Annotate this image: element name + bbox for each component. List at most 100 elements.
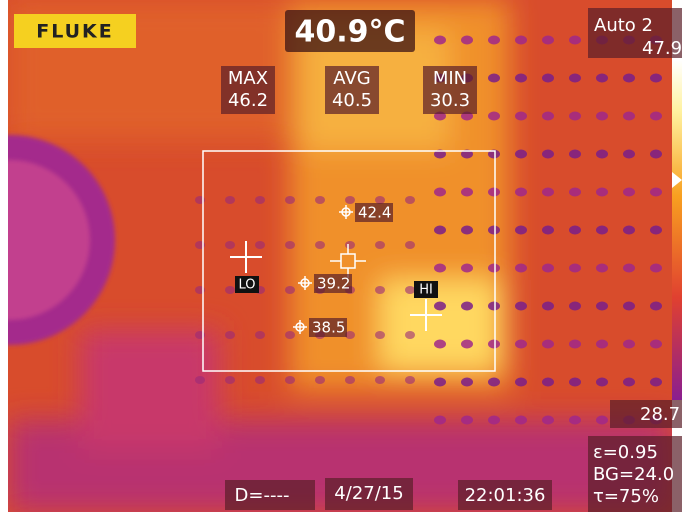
component-dot bbox=[623, 225, 635, 235]
component-dot bbox=[434, 415, 446, 425]
component-dot bbox=[225, 331, 235, 339]
component-dot bbox=[315, 196, 325, 204]
component-dot bbox=[542, 339, 554, 349]
component-dot bbox=[515, 301, 527, 311]
palette-min: 28.7 bbox=[640, 404, 680, 425]
component-dot bbox=[542, 415, 554, 425]
logo-box bbox=[14, 14, 136, 48]
component-dot bbox=[345, 376, 355, 384]
component-dot bbox=[405, 376, 415, 384]
component-dot bbox=[255, 196, 265, 204]
component-dot bbox=[434, 377, 446, 387]
distance-box bbox=[225, 480, 315, 510]
palette-pointer bbox=[672, 172, 682, 188]
component-dot bbox=[225, 376, 235, 384]
component-dot bbox=[569, 111, 581, 121]
marker-box bbox=[314, 274, 352, 293]
component-dot bbox=[488, 415, 500, 425]
component-dot bbox=[542, 35, 554, 45]
component-dot bbox=[542, 149, 554, 159]
transmission: τ=75% bbox=[593, 486, 659, 507]
marker-value: 38.5 bbox=[312, 319, 345, 337]
component-dot bbox=[285, 241, 295, 249]
palette-min-box bbox=[610, 400, 682, 428]
component-dot bbox=[255, 331, 265, 339]
component-dot bbox=[596, 301, 608, 311]
component-dot bbox=[596, 225, 608, 235]
component-dot bbox=[315, 241, 325, 249]
component-dot bbox=[488, 263, 500, 273]
component-dot bbox=[461, 339, 473, 349]
emissivity: ε=0.95 bbox=[593, 442, 658, 463]
stat-value: 40.5 bbox=[332, 90, 372, 111]
component-dot bbox=[488, 377, 500, 387]
component-dot bbox=[255, 241, 265, 249]
component-dot bbox=[569, 377, 581, 387]
component-dot bbox=[650, 225, 662, 235]
logo: FLUKE bbox=[36, 21, 114, 43]
background-temp: BG=24.0 bbox=[593, 464, 674, 485]
hi-cross bbox=[410, 299, 442, 331]
component-dot bbox=[375, 286, 385, 294]
component-dot bbox=[596, 149, 608, 159]
stat-value: 46.2 bbox=[228, 90, 268, 111]
component-dot bbox=[434, 263, 446, 273]
component-dot bbox=[596, 339, 608, 349]
component-dot bbox=[542, 301, 554, 311]
component-dot bbox=[488, 225, 500, 235]
component-dot bbox=[542, 225, 554, 235]
component-dot bbox=[375, 331, 385, 339]
marker-value: 39.2 bbox=[317, 275, 350, 293]
component-dot bbox=[569, 415, 581, 425]
component-dot bbox=[315, 376, 325, 384]
component-dot bbox=[515, 339, 527, 349]
component-dot bbox=[488, 73, 500, 83]
component-dot bbox=[515, 73, 527, 83]
component-dot bbox=[375, 376, 385, 384]
component-dot bbox=[461, 301, 473, 311]
component-dot bbox=[569, 187, 581, 197]
component-dot bbox=[488, 187, 500, 197]
component-dot bbox=[515, 263, 527, 273]
temp-box bbox=[285, 10, 415, 52]
component-dot bbox=[434, 225, 446, 235]
component-dot bbox=[596, 73, 608, 83]
component-dot bbox=[569, 301, 581, 311]
component-dot bbox=[461, 263, 473, 273]
component-dot bbox=[405, 196, 415, 204]
component-dot bbox=[542, 111, 554, 121]
marker-box bbox=[309, 318, 347, 337]
hi-box bbox=[414, 281, 438, 298]
component-dot bbox=[461, 415, 473, 425]
component-dot bbox=[375, 241, 385, 249]
component-dot bbox=[650, 149, 662, 159]
component-dot bbox=[405, 241, 415, 249]
component-dot bbox=[285, 331, 295, 339]
component-dot bbox=[461, 377, 473, 387]
stat-label: MIN bbox=[433, 68, 467, 89]
component-dot bbox=[255, 376, 265, 384]
time-box bbox=[458, 480, 552, 510]
component-dot bbox=[542, 187, 554, 197]
component-dot bbox=[623, 263, 635, 273]
center-temperature: 40.9°C bbox=[294, 15, 405, 50]
component-dot bbox=[569, 73, 581, 83]
component-dot bbox=[650, 187, 662, 197]
lo-cross bbox=[230, 241, 262, 273]
component-dot bbox=[461, 35, 473, 45]
component-dot bbox=[515, 35, 527, 45]
component-dot bbox=[461, 225, 473, 235]
component-dot bbox=[515, 415, 527, 425]
component-dot bbox=[515, 377, 527, 387]
component-dot bbox=[345, 196, 355, 204]
date-box bbox=[325, 478, 413, 510]
component-dot bbox=[542, 263, 554, 273]
component-dot bbox=[650, 111, 662, 121]
component-dot bbox=[285, 196, 295, 204]
date: 4/27/15 bbox=[334, 483, 403, 504]
component-dot bbox=[650, 73, 662, 83]
palette-box bbox=[588, 8, 682, 58]
component-dot bbox=[596, 187, 608, 197]
component-dot bbox=[434, 35, 446, 45]
